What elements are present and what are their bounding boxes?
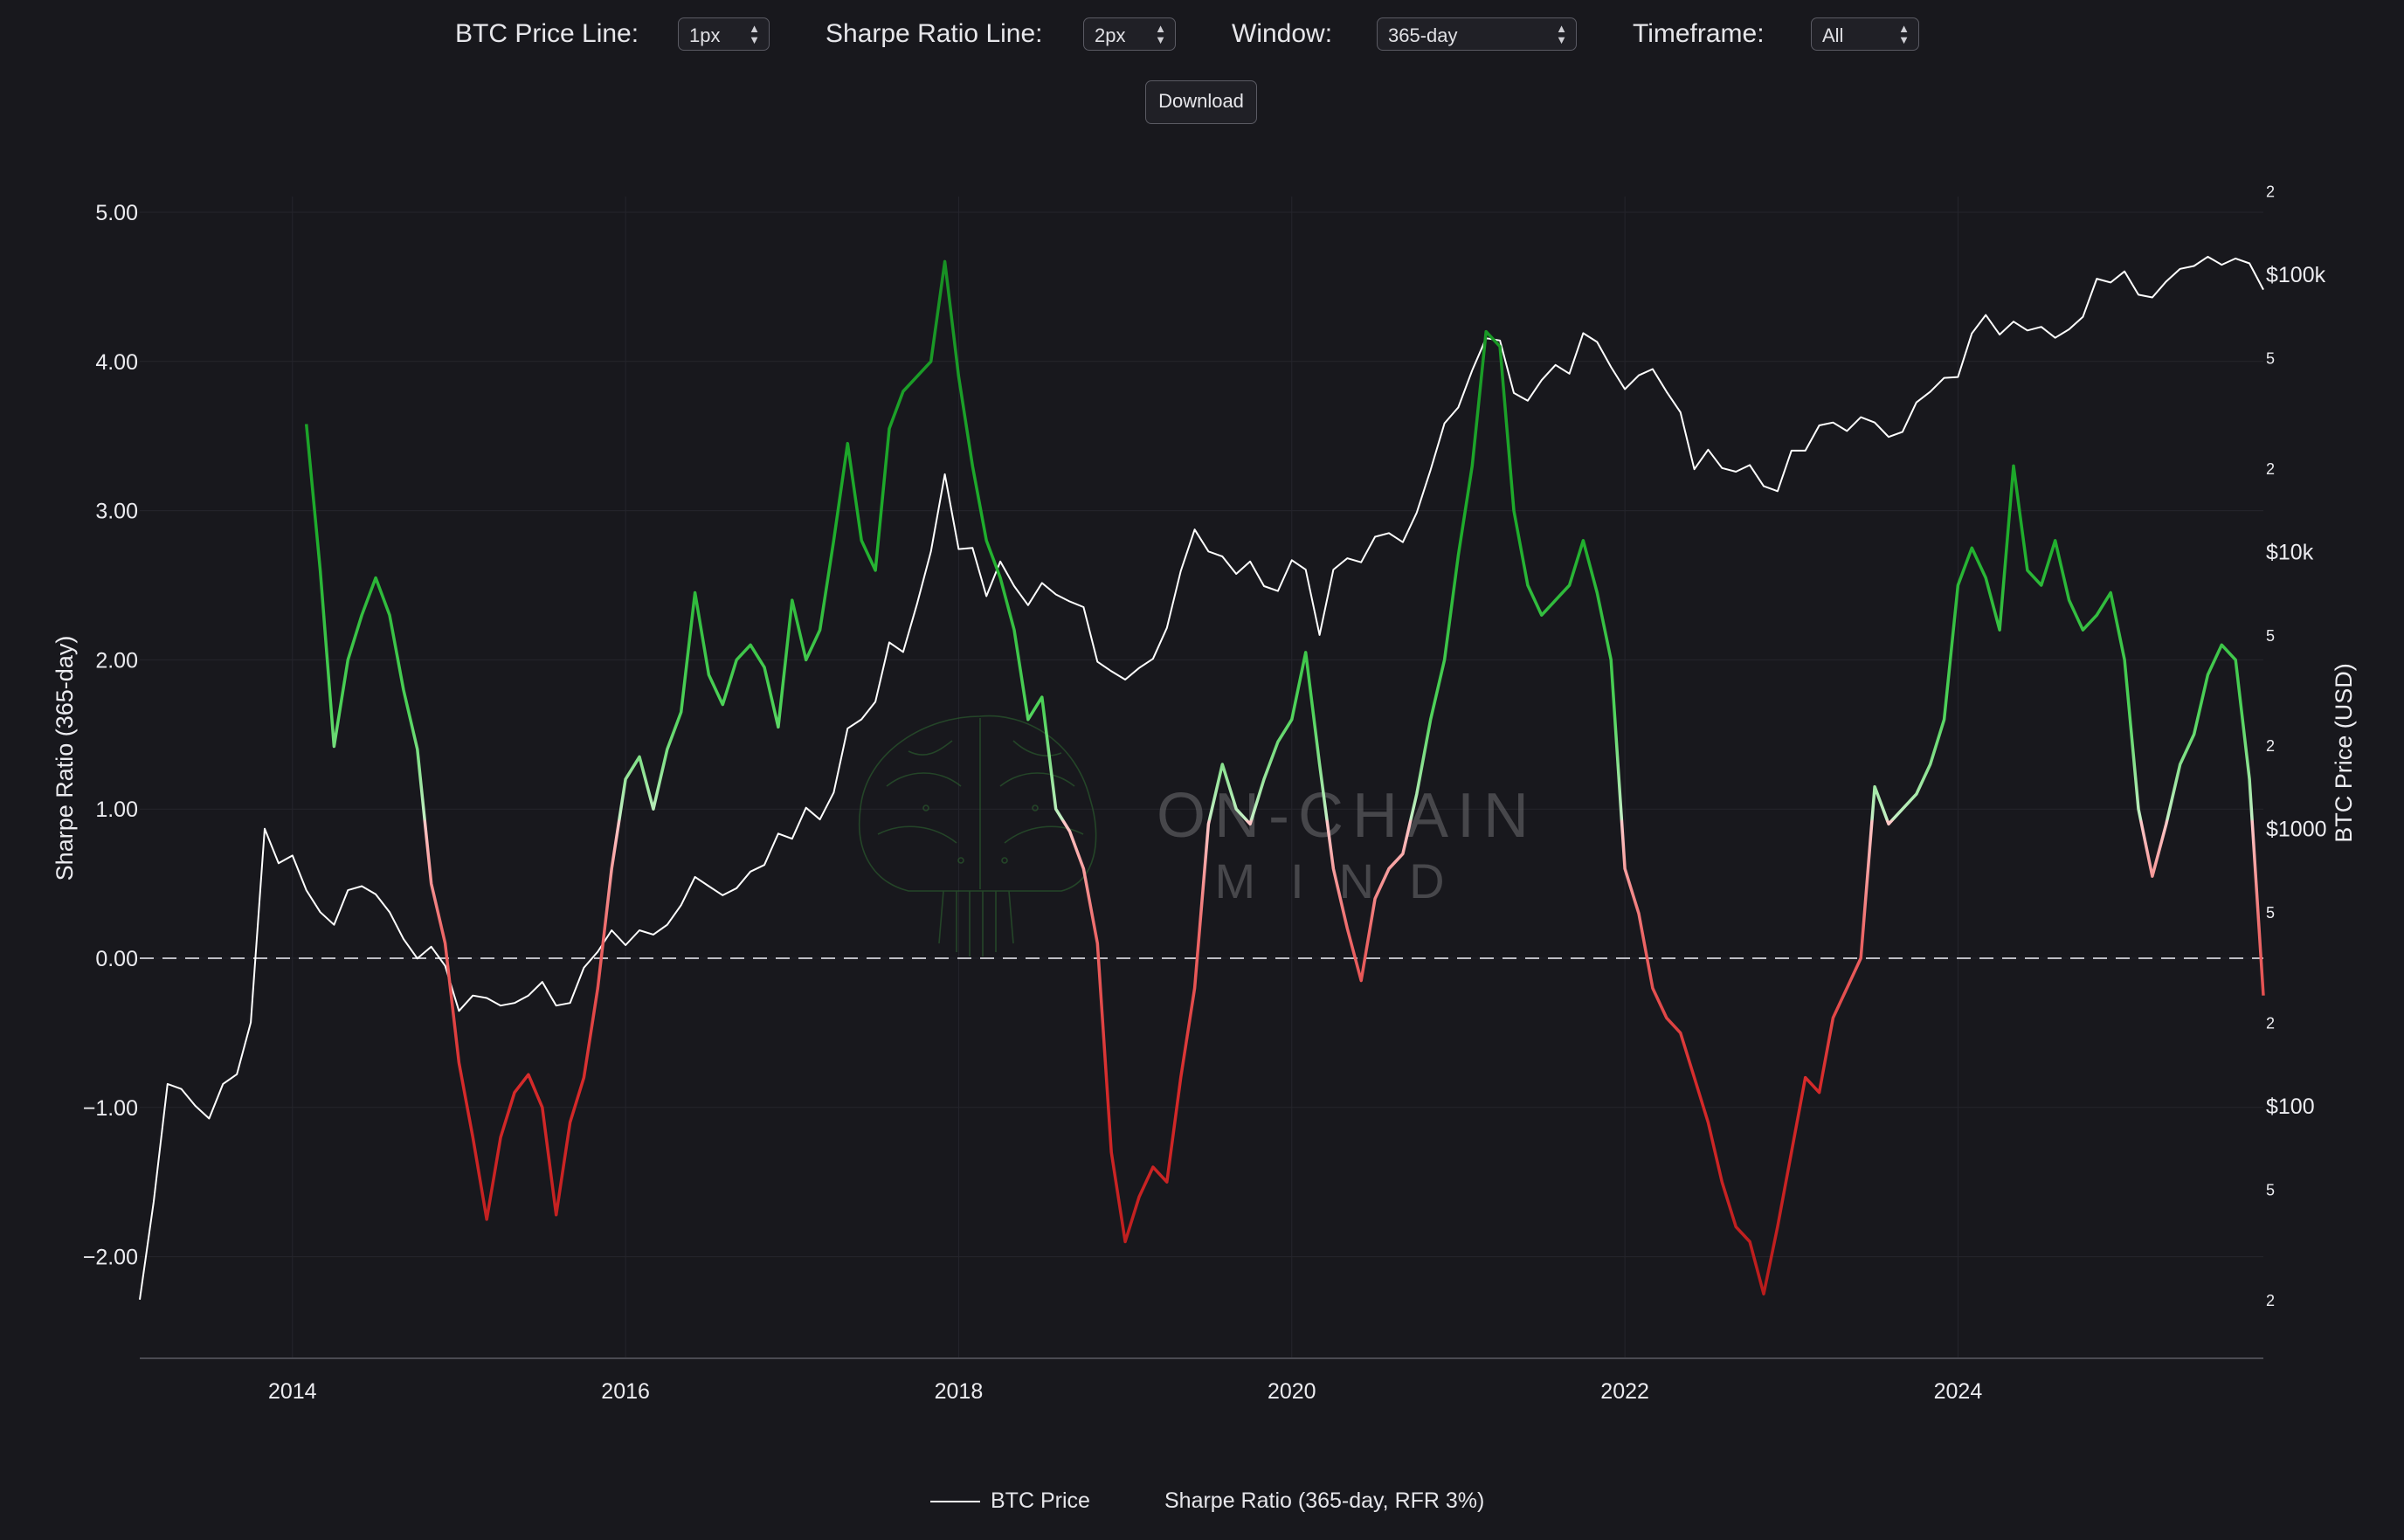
chevron-updown-icon: ▲ ▼	[1155, 22, 1166, 46]
right-axis-label: BTC Price (USD)	[2331, 663, 2357, 843]
window-select[interactable]: 365-day ▲ ▼	[1377, 17, 1577, 51]
left-tick-label: 5.00	[95, 201, 138, 225]
right-axis-ticks: $100 $1000 $10k $100k 2 5 2 5 2 5 2 5 2	[2266, 183, 2327, 1309]
left-tick-label: 4.00	[95, 350, 138, 375]
download-button[interactable]: Download	[1145, 80, 1257, 124]
legend-btc-price[interactable]: BTC Price	[991, 1488, 1090, 1513]
brain-logo-icon	[859, 715, 1097, 956]
left-tick-label: −1.00	[83, 1096, 138, 1121]
legend-sharpe[interactable]: Sharpe Ratio (365-day, RFR 3%)	[1164, 1488, 1485, 1513]
sharpe-ratio-line	[304, 259, 2265, 1296]
chevron-updown-icon: ▲ ▼	[1556, 22, 1567, 46]
window-value: 365-day	[1388, 24, 1458, 46]
btc-price-line-select[interactable]: 1px ▲ ▼	[678, 17, 770, 51]
left-tick-label: 2.00	[95, 648, 138, 673]
left-axis-label: Sharpe Ratio (365-day)	[52, 636, 78, 881]
x-tick-label: 2024	[1934, 1379, 1983, 1404]
timeframe-value: All	[1822, 24, 1844, 46]
btc-price-line-label: BTC Price Line:	[455, 19, 639, 48]
left-tick-label: 1.00	[95, 798, 138, 822]
watermark: ON-CHAIN MIND	[859, 715, 1537, 956]
timeframe-label: Timeframe:	[1633, 19, 1765, 48]
watermark-line1: ON-CHAIN	[1157, 781, 1537, 851]
chevron-updown-icon: ▲ ▼	[1898, 22, 1910, 46]
btc-price-line-value: 1px	[689, 24, 721, 46]
right-major-tick-label: $100	[2266, 1095, 2315, 1119]
x-tick-label: 2018	[935, 1379, 984, 1404]
left-axis-ticks: 5.00 4.00 3.00 2.00 1.00 0.00 −1.00 −2.00	[83, 201, 138, 1270]
x-axis-ticks: 2014 2016 2018 2020 2022 2024	[268, 1379, 1982, 1404]
timeframe-select[interactable]: All ▲ ▼	[1811, 17, 1919, 51]
sharpe-ratio-line-label: Sharpe Ratio Line:	[826, 19, 1043, 48]
right-minor-tick-label: 5	[2266, 627, 2275, 645]
sharpe-ratio-line-select[interactable]: 2px ▲ ▼	[1083, 17, 1176, 51]
right-minor-tick-label: 5	[2266, 904, 2275, 922]
x-tick-label: 2022	[1600, 1379, 1649, 1404]
controls-bar: BTC Price Line: 1px ▲ ▼ Sharpe Ratio Line…	[0, 16, 2404, 54]
x-tick-label: 2014	[268, 1379, 317, 1404]
x-tick-label: 2020	[1268, 1379, 1316, 1404]
window-label: Window:	[1232, 19, 1333, 48]
right-minor-tick-label: 5	[2266, 1182, 2275, 1199]
right-minor-tick-label: 2	[2266, 1014, 2275, 1032]
chart-legend: BTC Price Sharpe Ratio (365-day, RFR 3%)	[0, 1488, 2404, 1520]
chart-grid	[140, 197, 2263, 1358]
right-minor-tick-label: 2	[2266, 737, 2275, 755]
right-minor-tick-label: 2	[2266, 183, 2275, 200]
btc-price-line	[139, 255, 2264, 1300]
left-tick-label: 3.00	[95, 500, 138, 524]
right-major-tick-label: $1000	[2266, 818, 2327, 842]
chevron-updown-icon: ▲ ▼	[749, 22, 760, 46]
legend-btc-price-swatch	[930, 1501, 980, 1502]
left-tick-label: −2.00	[83, 1246, 138, 1270]
right-minor-tick-label: 2	[2266, 1292, 2275, 1309]
sharpe-ratio-line-value: 2px	[1095, 24, 1126, 46]
left-tick-label: 0.00	[95, 947, 138, 971]
right-minor-tick-label: 2	[2266, 460, 2275, 478]
x-tick-label: 2016	[601, 1379, 650, 1404]
right-major-tick-label: $100k	[2266, 263, 2326, 287]
watermark-line2: MIND	[1214, 853, 1479, 908]
right-major-tick-label: $10k	[2266, 540, 2314, 564]
right-minor-tick-label: 5	[2266, 350, 2275, 368]
